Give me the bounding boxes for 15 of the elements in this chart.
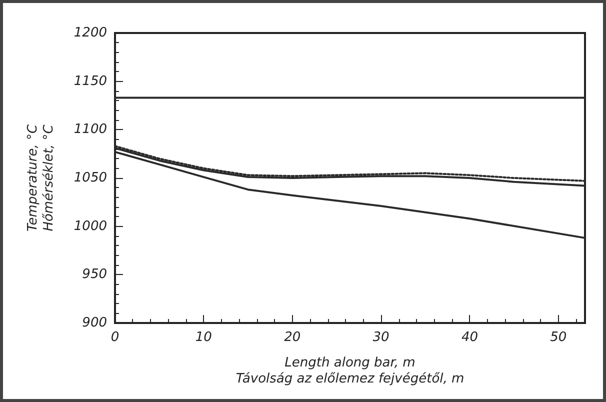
x-tick-label: 20	[284, 330, 301, 345]
y-tick-label: 1000	[74, 218, 107, 234]
x-tick-label: 0	[110, 330, 120, 345]
x-tick-label: 40	[461, 330, 478, 345]
y-tick-label: 1050	[74, 170, 107, 186]
y-tick-label: 1150	[74, 74, 107, 89]
x-tick-label: 10	[195, 330, 212, 345]
y-axis-title: Temperature, °C Hőmérséklet, °C	[26, 124, 56, 232]
x-tick-label: 30	[372, 330, 390, 345]
y-tick-label: 950	[82, 267, 107, 282]
y-tick-label: 1200	[74, 26, 107, 40]
x-tick-label: 50	[550, 330, 567, 345]
y-tick-label: 1100	[74, 122, 107, 138]
x-axis-title: Length along bar, m Távolság az előlemez fejvégétől, m	[236, 356, 464, 386]
y-tick-label: 900	[82, 316, 107, 330]
